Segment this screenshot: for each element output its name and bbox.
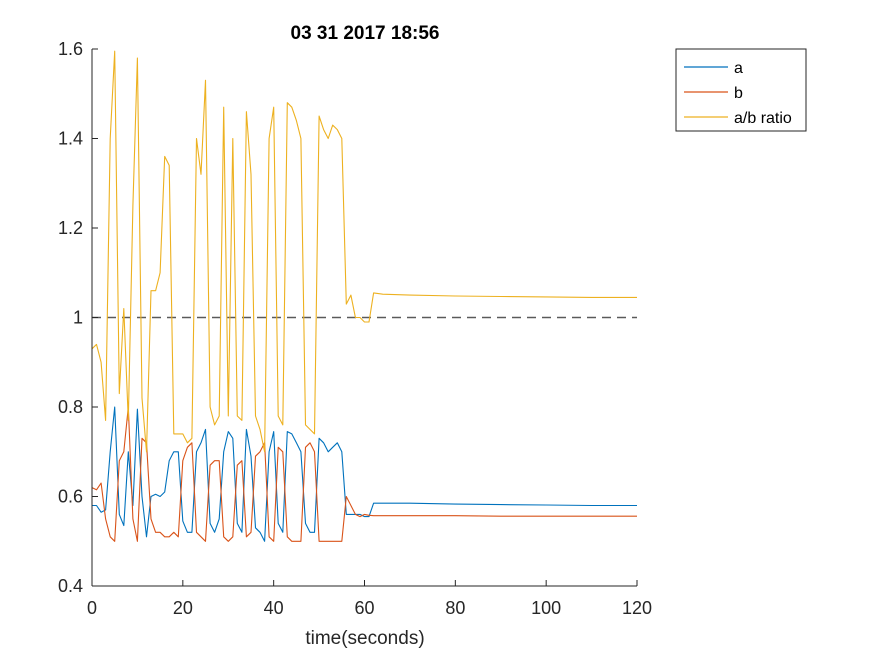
x-tick-label: 60 bbox=[354, 598, 374, 618]
series-line-1 bbox=[92, 406, 637, 542]
legend-label: b bbox=[734, 85, 743, 102]
y-tick-label: 0.8 bbox=[58, 397, 83, 417]
plot-area bbox=[91, 50, 637, 542]
axes: 0 20 40 60 80 100 120 0.4 0.6 0.8 1 1.2 1.4 1.6 bbox=[58, 39, 652, 618]
y-tick-label: 0.4 bbox=[58, 576, 83, 596]
series-line-3 bbox=[91, 50, 637, 453]
y-tick-label: 1.2 bbox=[58, 218, 83, 238]
x-axis-label: time(seconds) bbox=[305, 628, 424, 649]
chart-title: 03 31 2017 18:56 bbox=[291, 23, 440, 44]
legend: ab a/b ratio bbox=[675, 48, 807, 132]
x-tick-label: 100 bbox=[531, 598, 561, 618]
x-tick-label: 80 bbox=[445, 598, 465, 618]
x-tick-label: 20 bbox=[173, 598, 193, 618]
y-tick-label: 1 bbox=[73, 308, 83, 328]
x-tick-label: 0 bbox=[87, 598, 97, 618]
series-line-2 bbox=[91, 406, 637, 542]
legend-label: a/b ratio bbox=[734, 110, 792, 127]
y-tick-label: 0.6 bbox=[58, 487, 83, 507]
x-tick-label: 40 bbox=[264, 598, 284, 618]
legend-label: a bbox=[734, 60, 743, 77]
y-tick-label: 1.6 bbox=[58, 39, 83, 59]
x-tick-label: 120 bbox=[622, 598, 652, 618]
y-tick-label: 1.4 bbox=[58, 129, 83, 149]
